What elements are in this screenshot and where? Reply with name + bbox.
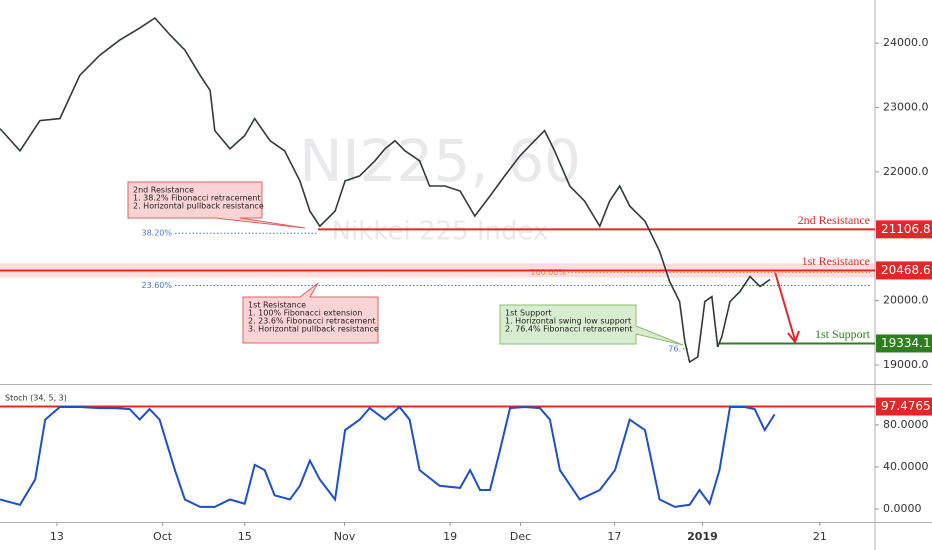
callout-line: 2. Horizontal pullback resistance [133, 202, 264, 211]
callout-box [242, 282, 379, 344]
price-tag [876, 261, 932, 280]
x-tick-label: Dec [510, 530, 531, 543]
callout-line: 1. 38.2% Fibonacci retracement [133, 194, 261, 203]
y-tick-label: 23000.0 [883, 100, 929, 113]
y-tick-label: 40.0000 [883, 460, 929, 473]
price-tag-label: 97.4765 [881, 399, 931, 413]
fib-label: 76. [668, 344, 681, 353]
price-tag-label: 20468.6 [881, 263, 931, 277]
price-tag [876, 334, 932, 353]
callout-2nd-resistance [127, 181, 306, 229]
fib-label: 23.60% [141, 281, 172, 290]
indicator-title: Stoch (34, 5, 3) [5, 394, 67, 403]
callout-line: 3. Horizontal pullback resistance [248, 325, 379, 334]
x-tick-label: 2019 [687, 530, 718, 543]
callout-line: 2. 23.6% Fibonacci retracement [248, 317, 376, 326]
level-label: 1st Resistance [802, 254, 870, 268]
y-tick-label: 22000.0 [883, 165, 929, 178]
y-tick-label: 20000.0 [883, 294, 929, 307]
callout-1st-resistance [242, 282, 379, 344]
series-line [0, 405, 776, 508]
y-tick-label: 19000.0 [883, 358, 929, 371]
x-tick-label: 13 [50, 530, 64, 543]
callout-box [499, 304, 684, 346]
x-tick-label: 21 [813, 530, 827, 543]
callout-line: 1. 100% Fibonacci extension [248, 309, 362, 318]
price-tag-label: 21106.8 [881, 222, 931, 236]
callout-line: 1. Horizontal swing low support [505, 317, 631, 326]
callout-box [127, 181, 306, 229]
callout-line: 2. 76.4% Fibonacci retracement [505, 325, 633, 334]
level-label: 2nd Resistance [798, 213, 870, 227]
x-tick-label: 19 [443, 530, 457, 543]
watermark-name: Nikkei 225 Index [332, 217, 549, 247]
x-tick-label: Oct [153, 530, 173, 543]
x-tick-label: 15 [238, 530, 252, 543]
y-tick-label: 24000.0 [883, 36, 929, 49]
price-tag [876, 397, 932, 416]
price-tag [876, 220, 932, 239]
x-tick-label: Nov [334, 530, 356, 543]
level-label: 1st Support [815, 327, 871, 341]
callout-title: 2nd Resistance [133, 186, 194, 195]
fib-label: 100.00% [530, 268, 566, 277]
fib-label: 38.20% [141, 229, 172, 238]
projection-arrow [774, 271, 796, 341]
projection-arrow-head [787, 330, 800, 345]
callout-1st-support [499, 304, 684, 346]
y-tick-label: 0.0000 [883, 502, 922, 515]
price-tag-label: 19334.1 [881, 336, 931, 350]
watermark: NI225, 60 Nikkei 225 Index [299, 127, 581, 246]
x-tick-label: 17 [607, 530, 621, 543]
y-tick-label: 80.0000 [883, 418, 929, 431]
series-line [0, 16, 771, 364]
callout-title: 1st Resistance [248, 301, 306, 310]
watermark-symbol: NI225, 60 [299, 127, 581, 195]
callout-title: 1st Support [505, 309, 552, 318]
